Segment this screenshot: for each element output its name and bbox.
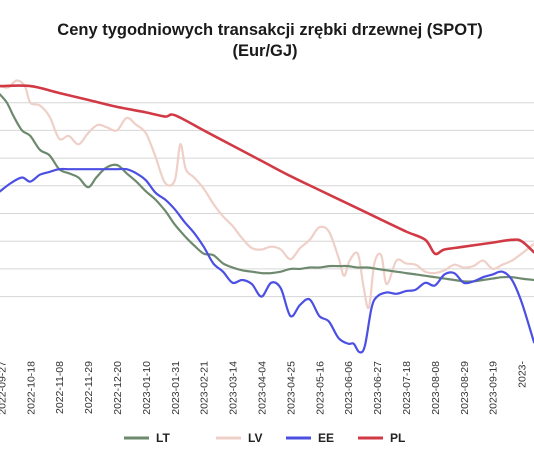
x-tick-label: 2023-07-18 (401, 361, 413, 415)
x-tick-label: 2023-01-10 (141, 361, 153, 415)
x-tick-label: 2023-05-16 (314, 361, 326, 415)
legend-label: LT (156, 431, 170, 445)
x-axis: 2022-09-27 2022-10-18 2022-11-08 2022-11-29… (0, 360, 529, 414)
x-tick-label: 2023-04-04 (257, 361, 269, 415)
series-line-lv (0, 79, 534, 310)
series-line-pl (0, 84, 534, 256)
x-tick-label: 2023-01-31 (170, 361, 182, 415)
x-tick-label: 2023-09-19 (488, 361, 500, 415)
series-layer (0, 79, 534, 354)
legend-item-lv: LV (216, 431, 262, 445)
x-tick-label: 2023-08-29 (459, 361, 471, 415)
gridlines (0, 102, 534, 298)
x-tick-label: 2023-03-14 (228, 361, 240, 415)
x-tick-label: 2022-09-27 (0, 361, 8, 415)
x-tick-label: 2023-08-08 (430, 361, 442, 415)
x-tick-label: 2023-02-21 (199, 361, 211, 415)
x-tick-label: 2023-06-27 (372, 361, 384, 415)
x-tick-label: 2023-04-25 (285, 361, 297, 415)
x-tick-label: 2022-10-18 (25, 361, 37, 415)
chart-subtitle: (Eur/GJ) (232, 42, 297, 60)
series-line-ee (0, 167, 534, 354)
x-tick-label: 2022-11-29 (83, 361, 95, 414)
chart-title: Ceny tygodniowych transakcji zrębki drze… (57, 21, 482, 39)
legend-item-ee: EE (286, 431, 334, 445)
legend-label: LV (248, 431, 262, 445)
x-tick-label: 2023-06-06 (343, 361, 355, 415)
legend-label: EE (318, 431, 334, 445)
x-tick-label: 2022-11-08 (54, 361, 66, 414)
legend-label: PL (390, 431, 405, 445)
legend-item-lt: LT (124, 431, 170, 445)
x-tick-label: 2023- (517, 360, 529, 387)
legend-item-pl: PL (358, 431, 405, 445)
legend: LT LV EE PL (124, 431, 405, 445)
x-tick-label: 2022-12-20 (112, 361, 124, 415)
